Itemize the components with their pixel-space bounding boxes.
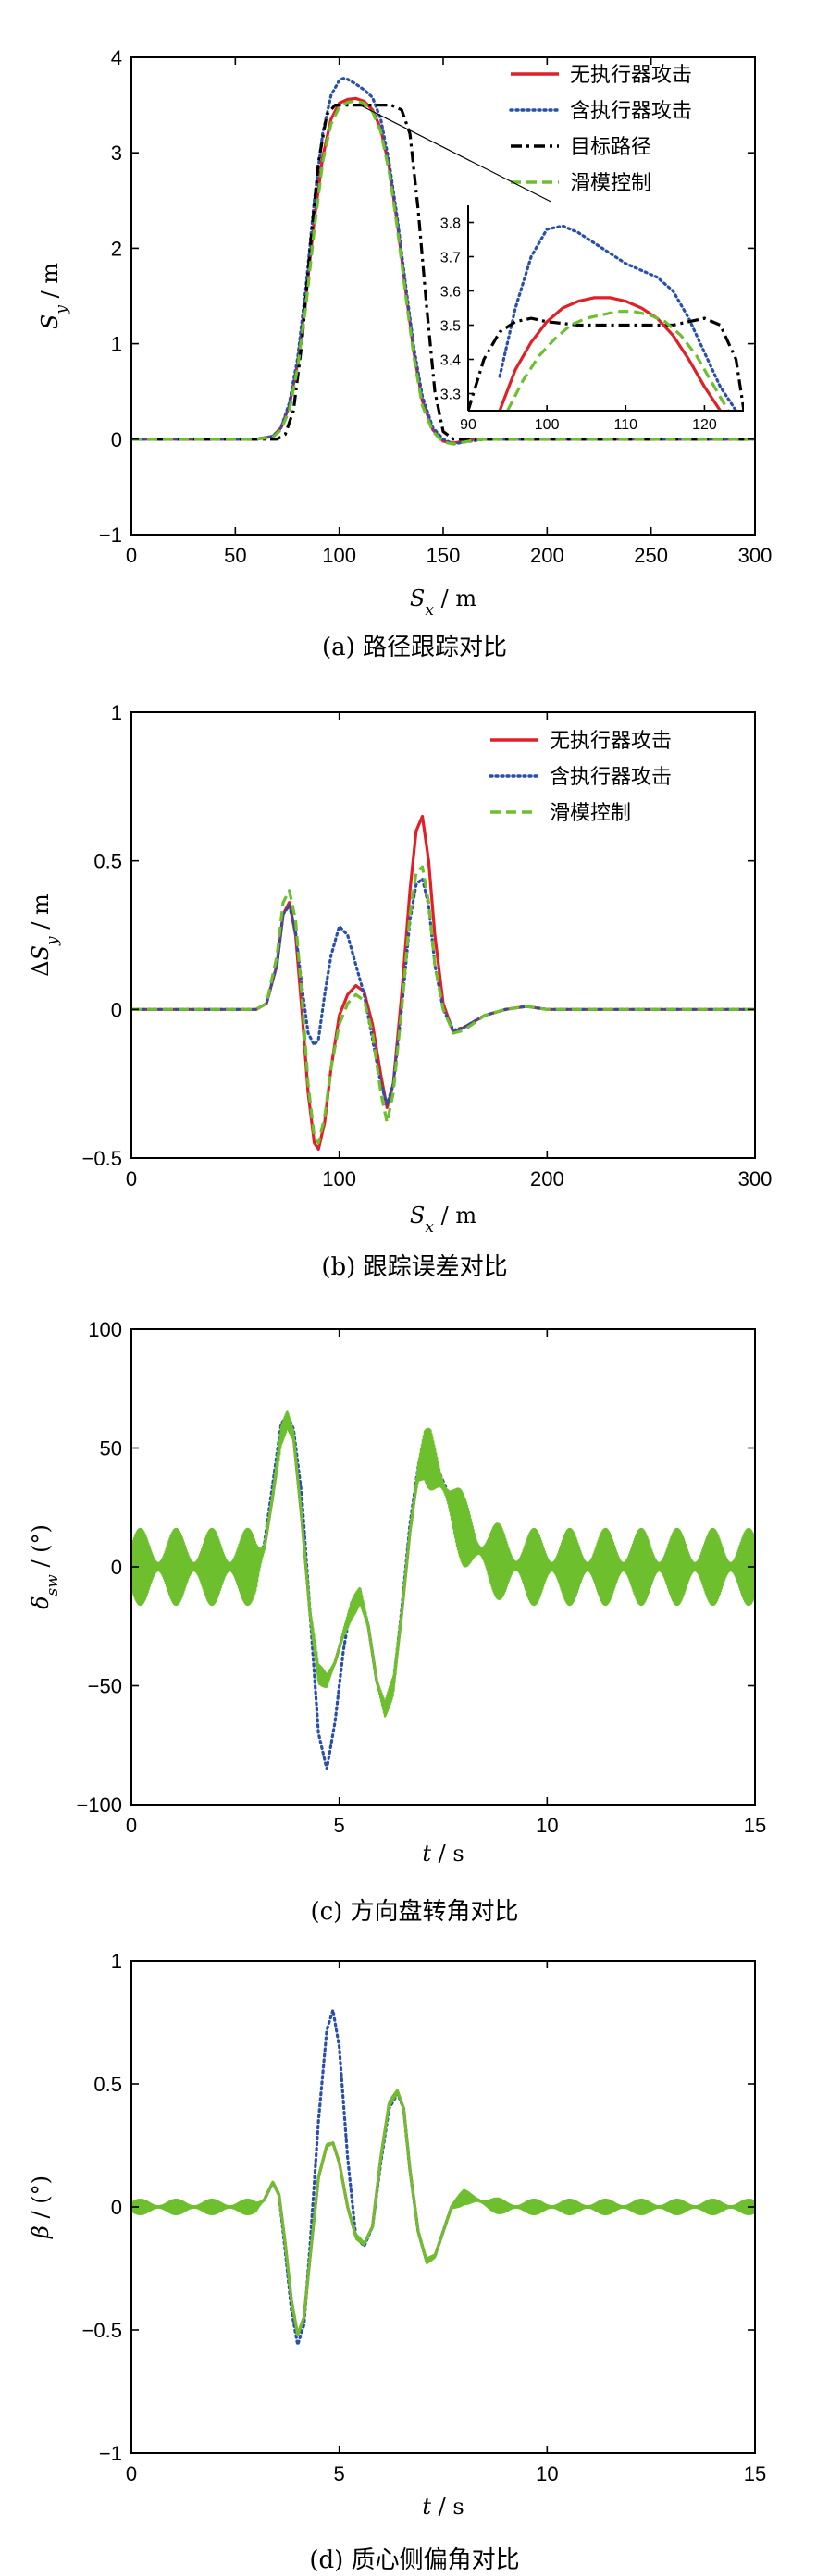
y-axis-label: Sy / m [37, 263, 71, 329]
x-tick-label: 200 [530, 1167, 564, 1190]
series-line-3-mean [131, 2089, 755, 2336]
x-tick-label: 0 [126, 2462, 137, 2485]
series-group [131, 77, 755, 446]
legend-label: 目标路径 [570, 136, 651, 159]
legend-label: 无执行器攻击 [570, 64, 692, 87]
x-tick-label: 10 [536, 1814, 558, 1837]
panel-caption: (b) 跟踪误差对比 [321, 1253, 507, 1281]
y-tick-label: 0.5 [93, 850, 122, 873]
inset-y-tick-label: 3.3 [440, 388, 461, 403]
chart-panel-4: 0 5 10 15 −1 −0.5 0 0.5 1 t / s β / (°) (d) 质心侧偏角对比 [28, 1950, 766, 2574]
series-line-3-mean [131, 1418, 755, 1711]
inset-y-tick-label: 3.5 [440, 319, 461, 335]
x-axis-label: t / s [422, 2494, 464, 2520]
x-tick-label: 200 [530, 544, 564, 567]
legend-label: 滑模控制 [570, 172, 651, 195]
panel-caption: (a) 路径跟踪对比 [322, 634, 507, 661]
x-tick-label: 300 [738, 1167, 773, 1190]
series-line-1 [131, 2089, 755, 2336]
y-axis-label: δsw / (°) [28, 1524, 62, 1609]
inset-x-tick-label: 100 [535, 417, 560, 433]
legend-label: 含执行器攻击 [570, 100, 692, 123]
series-line-3 [131, 1410, 755, 1718]
y-tick-label: −1 [99, 2442, 122, 2465]
y-tick-label: 2 [111, 237, 122, 260]
y-tick-label: −0.5 [82, 2319, 122, 2342]
legend-label: 滑模控制 [550, 802, 631, 825]
y-tick-label: 50 [100, 1437, 122, 1461]
series-line-1 [131, 814, 755, 1151]
inset-series-line-2 [468, 316, 744, 411]
series-line-4 [131, 99, 755, 446]
series-line-2 [131, 1412, 755, 1771]
y-axis-label: ΔSy / m [28, 894, 62, 977]
panel-caption: (d) 质心侧偏角对比 [309, 2546, 519, 2574]
y-tick-label: 1 [111, 1950, 122, 1973]
inset-y-tick-label: 3.6 [440, 285, 461, 301]
x-axis-label: Sx / m [410, 1202, 476, 1237]
inset-x-tick-label: 120 [692, 417, 717, 433]
y-tick-label: 1 [111, 701, 122, 724]
inset-x-tick-label: 90 [460, 417, 476, 433]
plot-frame [130, 711, 756, 1159]
inset-series-line-1 [498, 224, 738, 411]
legend-label: 无执行器攻击 [550, 730, 672, 753]
series-group [131, 2008, 755, 2347]
x-tick-label: 0 [126, 544, 137, 567]
inset-y-tick-label: 3.4 [440, 353, 461, 369]
x-tick-label: 250 [634, 544, 668, 567]
x-tick-label: 300 [738, 544, 773, 567]
y-tick-label: 0 [111, 998, 122, 1021]
y-tick-label: 0 [111, 1556, 122, 1579]
y-tick-label: 0.5 [93, 2073, 122, 2096]
y-tick-label: −1 [99, 524, 122, 547]
x-tick-label: 150 [427, 544, 461, 567]
inset-y-tick-label: 3.8 [440, 216, 461, 232]
x-tick-label: 100 [322, 544, 356, 567]
inset-connector-line [359, 105, 551, 203]
x-tick-label: 5 [334, 1814, 345, 1837]
x-axis-label: Sx / m [410, 585, 476, 620]
y-axis-label: β / (°) [28, 2175, 54, 2239]
y-tick-label: 1 [111, 333, 122, 356]
x-tick-label: 5 [334, 2462, 345, 2485]
series-line-3 [131, 865, 755, 1145]
x-tick-label: 50 [224, 544, 246, 567]
inset-zoom: 90 100 110 120 3.3 3.4 3.5 3.6 3.7 3.8 [359, 105, 744, 433]
series-line-3 [131, 2089, 755, 2336]
series-line-2 [131, 77, 755, 446]
x-tick-label: 10 [536, 2462, 558, 2485]
inset-series-line-3 [498, 296, 722, 411]
series-group [131, 1410, 755, 1771]
x-axis-label: t / s [422, 1841, 464, 1867]
x-tick-label: 0 [126, 1814, 137, 1837]
y-tick-label: 4 [111, 46, 122, 69]
x-tick-label: 0 [126, 1167, 137, 1190]
x-tick-label: 100 [322, 1167, 356, 1190]
series-line-2 [131, 877, 755, 1106]
series-group [131, 814, 755, 1151]
inset-background [468, 205, 744, 411]
chart-panel-3: 0 5 10 15 −100 −50 0 50 100 t / s δsw / (°) (c) 方向盘… [28, 1318, 766, 1926]
y-tick-label: −100 [76, 1793, 122, 1817]
legend-label: 含执行器攻击 [550, 766, 672, 789]
inset-series-line-4 [506, 310, 730, 411]
y-tick-label: 100 [88, 1318, 122, 1341]
inset-x-tick-label: 110 [614, 417, 638, 433]
y-tick-label: 0 [111, 428, 122, 451]
y-tick-label: −50 [88, 1675, 122, 1698]
y-tick-label: 0 [111, 2196, 122, 2219]
panel-caption: (c) 方向盘转角对比 [310, 1898, 518, 1926]
x-tick-label: 15 [744, 1814, 766, 1837]
series-line-2 [131, 2008, 755, 2347]
y-tick-label: −0.5 [82, 1147, 122, 1170]
y-tick-label: 3 [111, 142, 122, 165]
inset-y-tick-label: 3.7 [440, 251, 461, 266]
x-tick-label: 15 [744, 2462, 766, 2485]
